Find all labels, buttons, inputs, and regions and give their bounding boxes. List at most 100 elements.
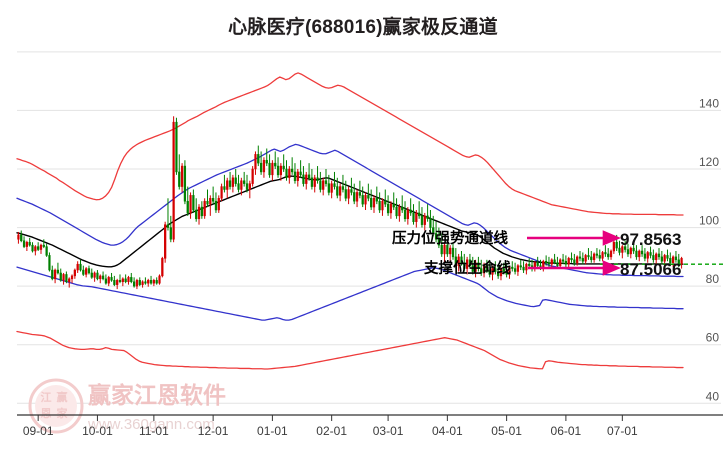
y-axis-tick-label: 120 [699,155,719,169]
candle-body [113,280,116,285]
candle-body [626,249,630,255]
candle-body [618,247,621,253]
candle-body [547,262,551,265]
candle-body [231,177,235,187]
x-axis-tick-label: 12-01 [198,424,229,438]
candle-body [480,268,483,274]
watermark-seal-char: 家 [57,406,69,420]
candle-body [612,241,615,252]
candle-body [268,162,271,176]
candle-body [553,259,556,263]
candle-body [629,247,632,255]
x-axis [17,414,723,421]
candle-body [384,200,387,205]
candle-body [643,253,647,259]
candle-body [155,280,158,284]
x-axis-tick-label: 10-01 [82,424,113,438]
candle-body [276,165,280,176]
candle-body [556,262,559,266]
candle-body [124,278,127,283]
candle-body [45,246,48,256]
candle-body [51,269,54,280]
candle-body [465,259,469,269]
candle-body [149,280,153,284]
candle-body [130,277,133,283]
candle-body [34,246,37,252]
x-axis-tick-label: 11-01 [139,424,169,438]
y-axis-labels: 40 60 80 100 120 140 [699,96,719,403]
candle-body [398,206,401,217]
candle-body [499,268,503,277]
watermark-url: www.360gann.com [87,416,215,433]
candle-body [200,206,203,217]
candle-body [62,274,65,281]
candle-body [73,269,76,277]
annotation-value[interactable]: 97.8563 [620,230,681,249]
candle-body [482,265,486,274]
annotation-value[interactable]: 87.5066 [620,260,681,279]
candle-body [545,261,548,263]
candle-body [319,180,322,190]
candle-body [234,177,237,184]
candle-body [437,239,441,246]
candle-body [657,253,661,258]
candle-body [640,250,644,255]
candle-body [324,180,328,184]
candle-body [87,268,91,274]
candle-body [240,180,243,190]
candle-body [96,272,99,280]
candle-body [22,240,26,247]
candle-body [56,269,60,274]
candle-body [175,121,178,173]
candle-body [118,280,122,282]
candle-body [451,247,455,258]
candle-body [423,215,426,225]
candle-body [598,255,601,259]
candle-body [226,180,229,190]
candle-body [245,183,249,190]
x-axis-tick-label: 04-01 [432,424,463,438]
candle-body [457,256,460,266]
candle-body [386,203,390,214]
candle-body [310,177,314,187]
candle-body [581,258,584,262]
candle-body [570,258,573,261]
candle-body [443,244,446,255]
x-axis-tick-label: 03-01 [373,424,404,438]
candle-body [590,256,593,261]
candle-body [293,171,297,181]
candle-body [621,246,624,253]
candle-body [271,162,274,176]
band-lower_outer_band [16,330,684,370]
candle-body [477,262,480,269]
candle-body [279,165,282,176]
candle-body [516,265,520,272]
candle-body [116,280,119,285]
candle-body [578,256,582,259]
y-axis-tick-label: 60 [706,331,720,345]
candle-body [361,195,364,205]
candle-body [522,266,525,271]
candle-body [561,259,565,262]
candle-body [680,258,683,265]
candle-body [25,241,29,247]
candle-body [525,263,528,271]
x-axis-labels: 09-01 10-01 11-01 12-01 01-01 02-01 03-01 04-01… [23,424,638,438]
annotation-label[interactable]: 压力位强势通道线 [392,229,508,247]
candle-body [347,189,350,199]
annotation-label[interactable]: 支撑位生命线 [424,259,511,277]
candle-body [37,246,40,250]
candle-body [135,280,139,287]
candle-body [288,168,291,179]
candle-body [243,180,246,184]
candle-body [587,255,590,258]
annotations[interactable]: 压力位强势通道线 97.8563 支撑位生命线 87.5066 [392,229,681,279]
candle-body [212,198,215,202]
candle-body [615,241,618,249]
candle-body [169,227,172,240]
candle-body [564,261,568,265]
candle-body [20,234,23,241]
candle-body [183,165,187,202]
watermark: 赢家江恩软件 www.360gann.com 江 赢恩家 [28,378,226,434]
